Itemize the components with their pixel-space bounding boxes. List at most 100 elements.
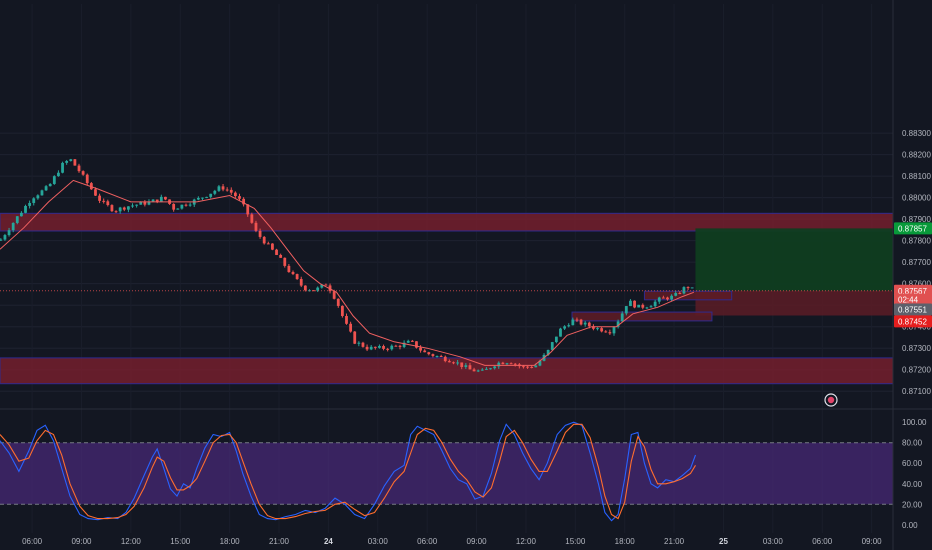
candle-body bbox=[497, 362, 501, 367]
candle-body bbox=[225, 189, 229, 191]
candle-body bbox=[32, 198, 36, 203]
candle-body bbox=[620, 313, 624, 322]
candle-body bbox=[435, 356, 439, 358]
candle-body bbox=[176, 208, 180, 210]
candle-body bbox=[427, 352, 431, 355]
stochastic-band bbox=[0, 442, 893, 505]
time-tick-label: 12:00 bbox=[121, 537, 142, 546]
price-tick-label: 0.88200 bbox=[902, 151, 931, 160]
time-tick-label: 09:00 bbox=[467, 537, 488, 546]
candle-body bbox=[48, 183, 52, 187]
candle-body bbox=[180, 204, 184, 209]
candle-body bbox=[324, 284, 328, 286]
candle-body bbox=[476, 370, 480, 372]
candle-body bbox=[608, 332, 612, 334]
moving-average-line bbox=[0, 179, 694, 366]
time-tick-label: 24 bbox=[324, 537, 333, 546]
price-tag bbox=[894, 293, 932, 306]
candle-body bbox=[122, 207, 126, 210]
candle-body bbox=[209, 193, 213, 197]
candle-body bbox=[468, 365, 472, 370]
candle-body bbox=[485, 368, 488, 370]
candle-body bbox=[258, 230, 262, 237]
candle-body bbox=[81, 171, 85, 175]
candle-body bbox=[550, 342, 554, 350]
candle-body bbox=[571, 319, 575, 326]
stochastic-k-line bbox=[0, 421, 697, 522]
oscillator-tick-label: 80.00 bbox=[902, 439, 923, 448]
candle-body bbox=[69, 159, 73, 161]
price-tag-label: 0.87551 bbox=[898, 305, 927, 314]
candle-body bbox=[135, 204, 139, 206]
candle-body bbox=[271, 243, 274, 250]
candle-body bbox=[36, 195, 40, 199]
candle-body bbox=[522, 366, 525, 368]
candle-body bbox=[94, 189, 97, 196]
candle-body bbox=[332, 291, 336, 299]
candle-body bbox=[464, 365, 468, 368]
replay-icon[interactable] bbox=[824, 393, 838, 407]
candle-body bbox=[666, 297, 669, 300]
time-tick-label: 06:00 bbox=[417, 537, 438, 546]
candle-body bbox=[633, 300, 636, 308]
candle-body bbox=[24, 205, 27, 213]
price-tag-label: 0.87452 bbox=[898, 317, 927, 326]
price-tag bbox=[894, 222, 932, 235]
candle-body bbox=[657, 297, 661, 302]
candle-body bbox=[262, 236, 266, 244]
candle-body bbox=[600, 328, 604, 332]
candle-body bbox=[373, 346, 377, 348]
candle-body bbox=[410, 340, 414, 342]
candle-body bbox=[402, 342, 406, 347]
price-tick-label: 0.87300 bbox=[902, 344, 931, 353]
price-tick-label: 0.87900 bbox=[902, 215, 931, 224]
oscillator-tick-label: 0.00 bbox=[902, 521, 918, 530]
candle-body bbox=[559, 328, 562, 337]
candle-body bbox=[73, 159, 77, 166]
candle-body bbox=[85, 174, 89, 184]
candle-body bbox=[57, 172, 60, 177]
candle-body bbox=[118, 207, 122, 212]
candle-body bbox=[19, 212, 23, 217]
candle-body bbox=[415, 341, 418, 348]
candle-body bbox=[661, 297, 665, 299]
candle-body bbox=[678, 293, 682, 295]
candle-body bbox=[287, 265, 291, 273]
oscillator-tick-label: 20.00 bbox=[902, 500, 923, 509]
candle-body bbox=[221, 186, 225, 190]
candle-body bbox=[242, 198, 246, 205]
candle-body bbox=[567, 325, 571, 327]
candle-body bbox=[0, 239, 3, 241]
small-zone bbox=[643, 290, 733, 301]
candle-body bbox=[316, 287, 320, 291]
candle-body bbox=[390, 345, 394, 350]
candle-body bbox=[291, 272, 295, 275]
candle-body bbox=[283, 257, 287, 266]
replay-icon-core bbox=[827, 396, 835, 404]
price-tick-label: 0.88000 bbox=[902, 194, 931, 203]
price-tick-label: 0.87700 bbox=[902, 258, 931, 267]
candle-body bbox=[131, 205, 134, 207]
candle-body bbox=[472, 369, 476, 372]
candle-body bbox=[126, 206, 130, 210]
candle-body bbox=[583, 322, 587, 325]
time-tick-label: 06:00 bbox=[22, 537, 43, 546]
candle-body bbox=[604, 331, 608, 333]
candle-body bbox=[690, 287, 694, 289]
candle-body bbox=[65, 160, 69, 163]
candle-body bbox=[674, 293, 678, 296]
candle-body bbox=[238, 196, 241, 199]
time-tick-label: 15:00 bbox=[565, 537, 586, 546]
candle-body bbox=[320, 284, 324, 288]
time-tick-label: 21:00 bbox=[269, 537, 290, 546]
price-tag bbox=[894, 315, 932, 328]
candle-body bbox=[106, 201, 110, 206]
candle-body bbox=[682, 287, 686, 294]
candle-body bbox=[530, 366, 534, 368]
candle-body bbox=[575, 319, 579, 321]
price-tick-label: 0.87200 bbox=[902, 366, 931, 375]
candle-body bbox=[645, 307, 649, 309]
candle-body bbox=[28, 202, 32, 206]
